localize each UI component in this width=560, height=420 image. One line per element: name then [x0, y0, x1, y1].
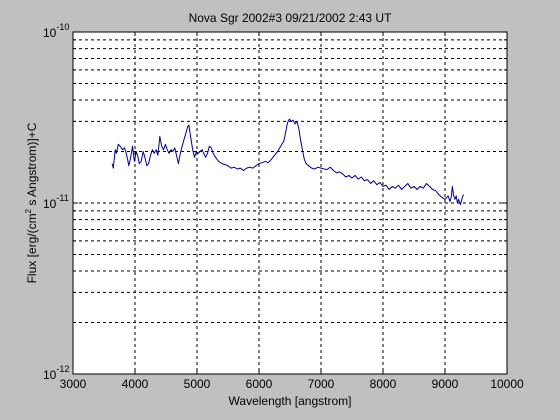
y-tick-label: 10-10 [43, 22, 69, 40]
x-tick-label: 9000 [432, 377, 459, 391]
x-tick-label: 8000 [370, 377, 397, 391]
spectrum-line-0 [111, 118, 465, 205]
plot-frame [72, 31, 508, 375]
series-layer [111, 118, 465, 205]
x-tick-label: 10000 [490, 377, 524, 391]
x-tick-label: 3000 [60, 377, 87, 391]
x-tick-labels: 3000 4000 5000 6000 7000 8000 9000 10000 [60, 377, 524, 391]
y-axis-label: Flux [erg/(cm2 s Angstrom)]+C [24, 122, 39, 283]
y-tick-labels: 10-12 10-11 10-10 [43, 22, 69, 382]
y-tick-label: 10-12 [43, 364, 69, 382]
grid-lines [73, 32, 507, 374]
x-tick-label: 4000 [122, 377, 149, 391]
y-tick-label: 10-11 [43, 193, 69, 211]
x-tick-label: 6000 [246, 377, 273, 391]
x-tick-label: 5000 [184, 377, 211, 391]
chart-title: Nova Sgr 2002#3 09/21/2002 2:43 UT [189, 11, 392, 25]
x-axis-label: Wavelength [angstrom] [229, 394, 352, 408]
x-tick-label: 7000 [308, 377, 335, 391]
